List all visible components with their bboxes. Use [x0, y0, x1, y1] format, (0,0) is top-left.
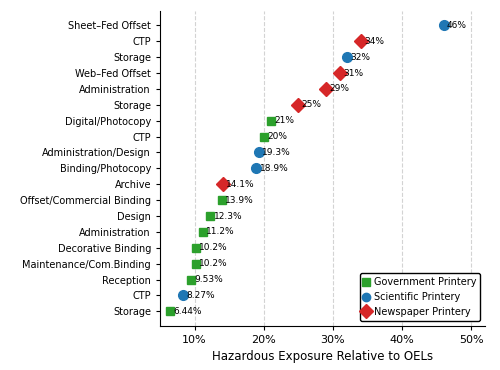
Text: 13.9%: 13.9%: [225, 196, 254, 205]
Text: 6.44%: 6.44%: [174, 307, 202, 316]
Text: 34%: 34%: [364, 37, 384, 46]
Text: 11.2%: 11.2%: [206, 228, 235, 236]
Text: 12.3%: 12.3%: [214, 212, 242, 221]
Text: 18.9%: 18.9%: [260, 164, 288, 173]
Text: 21%: 21%: [274, 116, 294, 125]
Text: 19.3%: 19.3%: [262, 148, 291, 157]
X-axis label: Hazardous Exposure Relative to OELs: Hazardous Exposure Relative to OELs: [212, 350, 433, 363]
Text: 31%: 31%: [343, 68, 363, 78]
Text: 20%: 20%: [267, 132, 287, 141]
Text: 29%: 29%: [330, 84, 349, 94]
Legend: Government Printery, Scientific Printery, Newspaper Printery: Government Printery, Scientific Printery…: [360, 273, 480, 321]
Text: 25%: 25%: [302, 100, 322, 109]
Text: 32%: 32%: [350, 53, 370, 62]
Text: 14.1%: 14.1%: [226, 180, 255, 189]
Text: 10.2%: 10.2%: [200, 243, 228, 252]
Text: 8.27%: 8.27%: [186, 291, 214, 300]
Text: 10.2%: 10.2%: [200, 259, 228, 268]
Text: 9.53%: 9.53%: [195, 275, 224, 284]
Text: 46%: 46%: [447, 21, 467, 30]
